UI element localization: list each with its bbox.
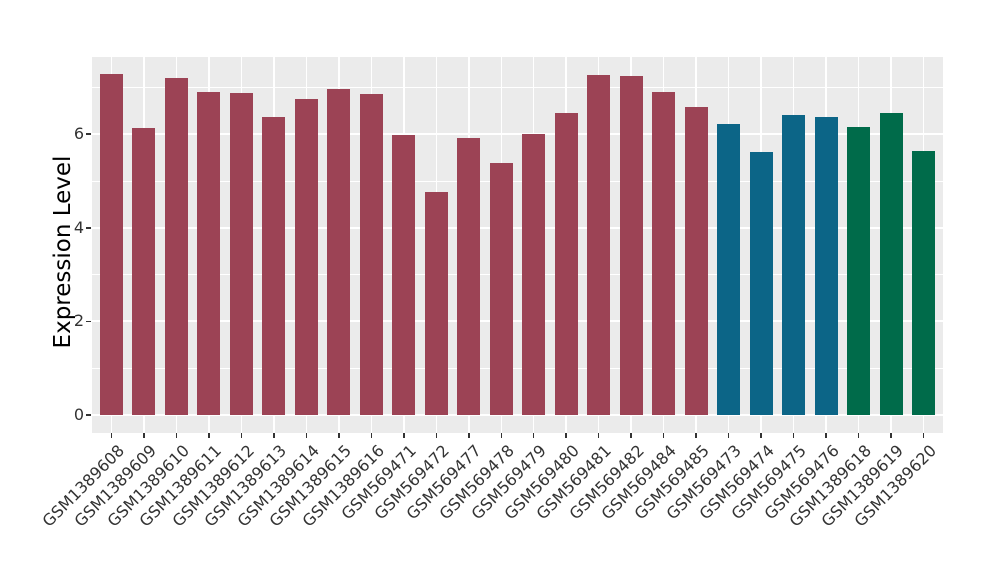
minor-gridline	[92, 367, 943, 369]
bar	[522, 133, 546, 415]
x-tick-mark	[727, 433, 730, 438]
x-tick-mark	[240, 433, 243, 438]
y-tick-label: 2	[73, 311, 84, 331]
major-gridline	[92, 320, 943, 323]
bar	[229, 93, 253, 415]
bar	[847, 126, 871, 415]
bar	[587, 75, 611, 415]
x-tick-mark	[305, 433, 308, 438]
bar	[424, 191, 448, 415]
bar	[912, 151, 935, 415]
x-tick-mark	[565, 433, 567, 438]
x-tick-mark	[532, 433, 535, 438]
x-tick-mark	[370, 433, 373, 438]
major-gridline	[92, 413, 943, 416]
x-tick-mark	[630, 433, 632, 438]
plot-panel	[92, 57, 943, 433]
x-tick-mark	[403, 433, 405, 438]
x-tick-mark	[435, 433, 438, 438]
x-tick-mark	[792, 433, 795, 438]
bar	[489, 162, 513, 415]
major-gridline	[92, 133, 943, 136]
bar	[652, 92, 676, 415]
x-tick-mark	[143, 433, 145, 438]
bar	[814, 116, 838, 415]
y-tick-label: 6	[73, 124, 84, 144]
x-tick-mark	[695, 433, 697, 438]
x-tick-mark	[662, 433, 665, 438]
bar	[197, 92, 221, 415]
x-tick-label: GSM1389620	[707, 441, 940, 531]
x-tick-mark	[110, 433, 113, 438]
x-tick-mark	[500, 433, 502, 438]
x-tick-mark	[468, 433, 470, 438]
x-tick-mark	[922, 433, 925, 438]
bar	[327, 89, 351, 415]
x-tick-mark	[857, 433, 860, 438]
y-tick-mark	[86, 227, 91, 229]
minor-gridline	[92, 274, 943, 276]
bar	[749, 152, 773, 415]
bar	[164, 78, 188, 415]
x-tick-mark	[273, 433, 275, 438]
bar	[554, 112, 578, 415]
bar	[717, 124, 741, 415]
x-tick-mark	[338, 433, 340, 438]
x-tick-mark	[208, 433, 210, 438]
bar	[392, 135, 416, 415]
bar	[782, 115, 806, 415]
y-tick-mark	[86, 414, 91, 416]
x-tick-mark	[825, 433, 827, 438]
bar	[359, 94, 383, 415]
y-tick-mark	[86, 320, 91, 323]
bar	[684, 107, 708, 415]
y-tick-label: 0	[73, 404, 84, 424]
y-tick-label: 4	[73, 217, 84, 237]
x-tick-mark	[890, 433, 892, 438]
bar	[879, 113, 903, 415]
minor-gridline	[92, 86, 943, 88]
bar	[294, 99, 318, 415]
bar	[457, 137, 481, 415]
minor-gridline	[92, 180, 943, 182]
major-gridline	[92, 226, 943, 229]
bar	[132, 128, 156, 415]
x-tick-mark	[175, 433, 178, 438]
bar	[619, 75, 643, 415]
bar	[99, 73, 123, 415]
x-tick-mark	[760, 433, 762, 438]
y-tick-mark	[86, 133, 91, 135]
bar	[262, 117, 286, 415]
x-tick-mark	[597, 433, 600, 438]
